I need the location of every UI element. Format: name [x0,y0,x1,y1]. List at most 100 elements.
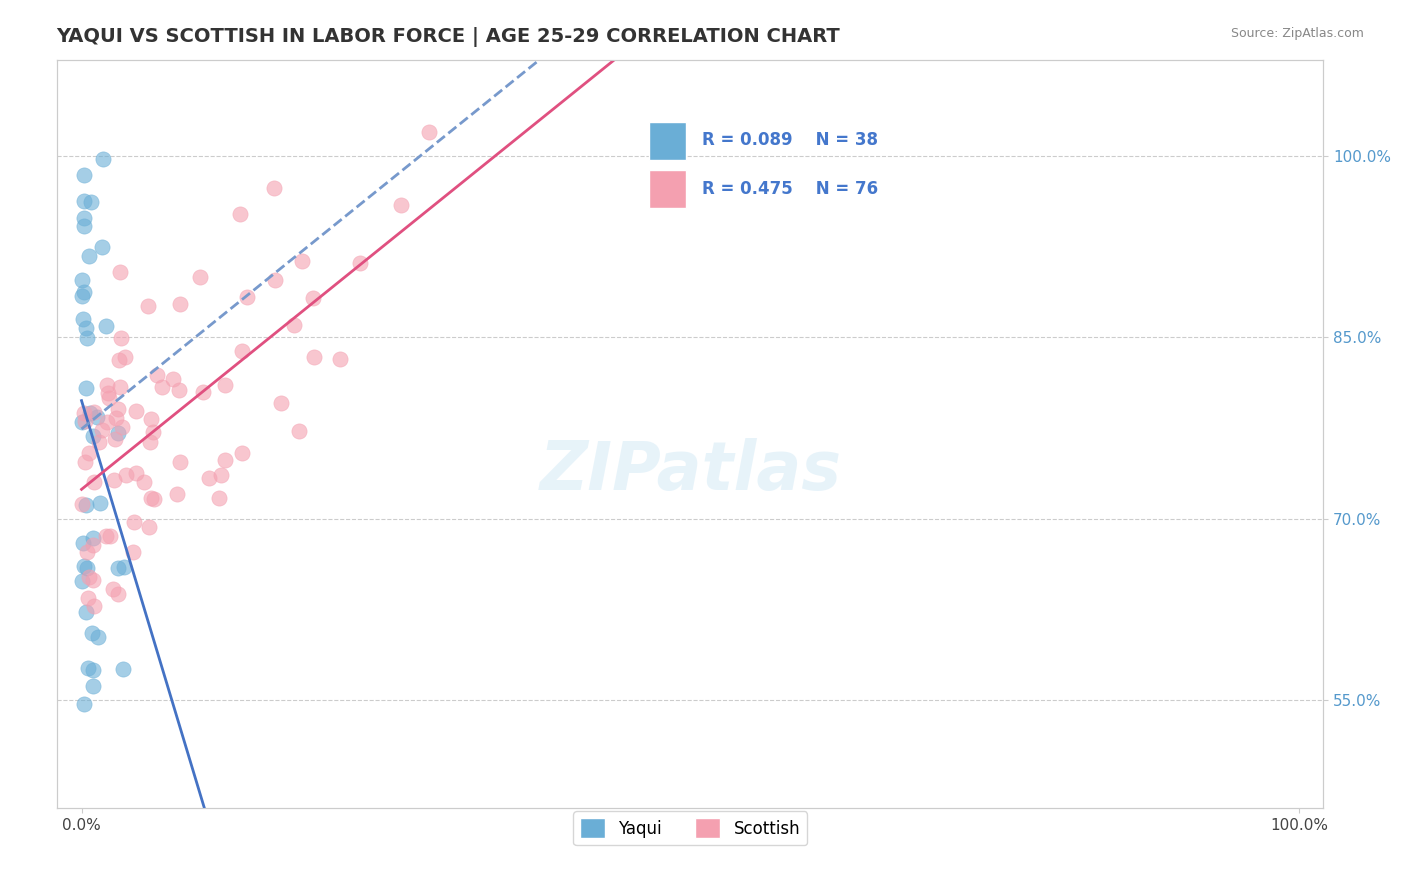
Point [349,256,371,270]
Point [76,545,98,559]
Point [73,285,96,299]
Point [103,582,125,597]
Point [72,574,94,589]
Point [104,432,127,446]
Point [236,290,259,304]
Point [70,497,93,511]
Point [107,352,129,367]
Point [114,468,136,483]
Text: YAQUI VS SCOTTISH IN LABOR FORCE | AGE 25-29 CORRELATION CHART: YAQUI VS SCOTTISH IN LABOR FORCE | AGE 2… [56,27,839,46]
Point [77,591,100,605]
Point [70,272,93,286]
Point [82,538,104,552]
Point [82,429,104,443]
Point [188,270,211,285]
Point [214,378,236,392]
Point [208,491,231,506]
Point [111,419,134,434]
Point [82,573,104,587]
Point [107,587,129,601]
Point [73,455,96,469]
Point [91,152,114,166]
Point [214,453,236,467]
Point [146,368,169,382]
Point [169,455,191,469]
Point [72,289,94,303]
Point [96,415,118,429]
Text: Source: ZipAtlas.com: Source: ZipAtlas.com [1230,27,1364,40]
Point [288,424,311,438]
Point [87,435,110,450]
Point [138,520,160,534]
Point [229,207,252,221]
Point [263,180,285,194]
Point [142,425,165,440]
Point [302,350,325,364]
Point [169,296,191,310]
Text: ZIPatlas: ZIPatlas [540,439,841,505]
Point [132,475,155,490]
Text: R = 0.475    N = 76: R = 0.475 N = 76 [702,179,877,197]
Point [231,343,253,358]
Point [291,254,314,268]
Point [82,626,104,640]
Point [98,529,121,543]
Point [77,249,100,263]
Point [83,599,105,614]
Point [142,492,165,507]
Point [72,698,94,712]
Point [209,468,232,483]
Point [79,446,101,460]
Point [283,318,305,333]
Point [94,318,117,333]
Point [86,410,108,425]
Point [162,372,184,386]
Point [75,414,97,428]
Point [77,661,100,675]
Point [264,273,287,287]
Point [110,330,132,344]
Point [193,385,215,400]
Point [270,396,292,410]
Point [77,570,100,584]
Point [79,194,101,209]
Point [97,385,120,400]
Point [75,605,97,619]
Point [122,515,145,529]
Point [198,470,221,484]
Point [122,545,145,559]
Point [125,466,148,480]
Bar [650,170,686,208]
Point [75,498,97,512]
Point [72,536,94,550]
Point [73,194,96,208]
Point [76,561,98,575]
Point [107,401,129,416]
Point [103,473,125,487]
Point [108,380,131,394]
Point [72,312,94,326]
Point [302,291,325,305]
Point [82,663,104,677]
Point [167,383,190,397]
Point [150,380,173,394]
Point [105,411,128,425]
Point [96,377,118,392]
Point [82,679,104,693]
Point [98,391,121,405]
Point [112,560,135,574]
Point [83,405,105,419]
Point [72,211,94,226]
Point [76,331,98,345]
Point [86,630,108,644]
Point [73,219,96,233]
Point [70,415,93,429]
Text: R = 0.089    N = 38: R = 0.089 N = 38 [702,131,877,149]
Legend: Yaqui, Scottish: Yaqui, Scottish [574,812,807,845]
Point [108,264,131,278]
Point [79,406,101,420]
Point [389,198,412,212]
Point [82,531,104,545]
Point [94,528,117,542]
Point [75,381,97,395]
